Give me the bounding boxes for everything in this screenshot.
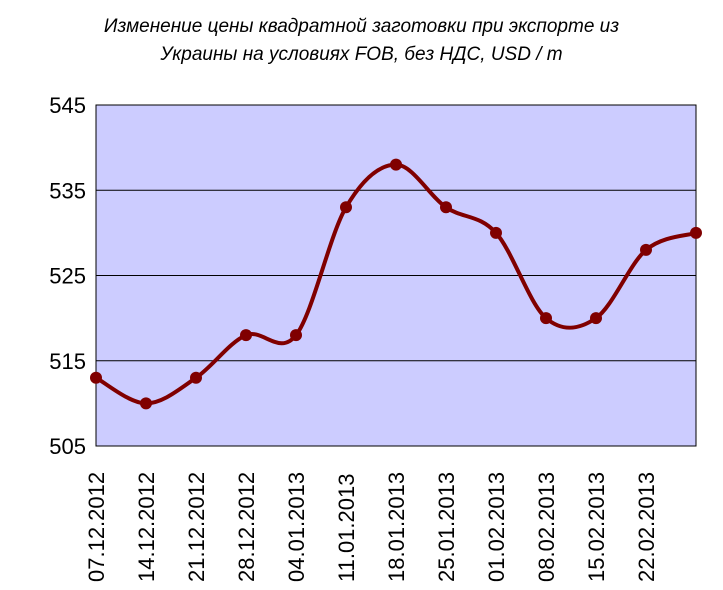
y-tick-label: 505	[49, 434, 86, 459]
data-point	[290, 329, 302, 342]
y-tick-label: 525	[49, 264, 86, 289]
x-tick-label: 14.12.2012	[134, 472, 159, 582]
chart-title-line1: Изменение цены квадратной заготовки при …	[103, 16, 620, 37]
data-point	[440, 201, 452, 214]
data-point	[90, 371, 102, 384]
data-point	[540, 312, 552, 325]
chart-title-line2: Украины на условиях FOB, без НДС, USD / …	[160, 44, 563, 65]
data-point	[240, 329, 252, 342]
y-tick-label: 545	[49, 93, 86, 118]
data-point	[490, 226, 502, 239]
x-tick-label: 07.12.2012	[84, 472, 109, 582]
x-tick-label: 01.02.2013	[484, 472, 509, 582]
y-tick-label: 535	[49, 178, 86, 203]
data-point	[340, 201, 352, 214]
y-tick-label: 515	[49, 349, 86, 374]
data-point	[690, 226, 702, 239]
x-tick-label: 15.02.2013	[584, 472, 609, 582]
x-tick-label: 21.12.2012	[184, 472, 209, 582]
x-tick-label: 18.01.2013	[384, 472, 409, 582]
data-point	[140, 397, 152, 410]
data-point	[590, 312, 602, 325]
x-tick-label: 22.02.2013	[634, 472, 659, 582]
data-point	[640, 243, 652, 256]
x-tick-label: 11.01.2013	[334, 474, 359, 582]
x-tick-label: 28.12.2012	[234, 472, 259, 582]
x-tick-label: 08.02.2013	[534, 472, 559, 582]
data-point	[190, 371, 202, 384]
x-tick-label: 04.01.2013	[284, 472, 309, 582]
x-tick-label: 25.01.2013	[434, 472, 459, 582]
data-point	[390, 158, 402, 171]
